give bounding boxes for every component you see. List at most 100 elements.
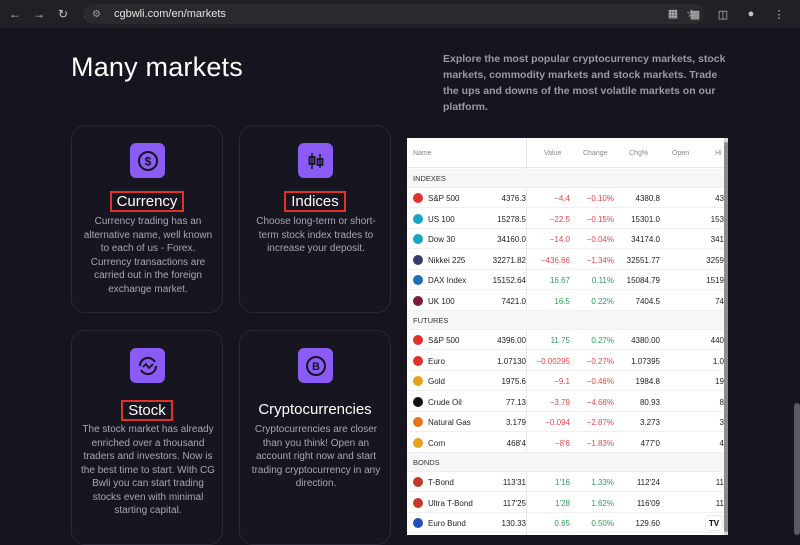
cell-change: 16.67 [549, 276, 570, 285]
cell-chgp: 0.27% [591, 336, 614, 345]
menu-icon[interactable]: ⋮ [773, 8, 785, 21]
cell-chgp: 0.22% [591, 296, 614, 306]
cell-change: −22.5 [549, 214, 570, 224]
cell-open: 32551.77 [626, 255, 660, 265]
cell-value: 1.07130 [497, 356, 526, 366]
instrument-logo-icon [413, 396, 423, 407]
cell-hi: 3259 [706, 255, 724, 265]
column-divider [526, 138, 527, 535]
cell-hi: 11 [715, 478, 724, 487]
section-header: FUTURES [407, 311, 728, 330]
instrument-logo-icon [413, 193, 423, 203]
back-icon[interactable]: ← [9, 7, 21, 21]
cell-chgp: −2.87% [586, 418, 614, 427]
intro-text: Explore the most popular cryptocurrency … [443, 53, 726, 113]
table-row[interactable]: Dow 30 34160.0 −14.0 −0.04% 34174.0 341 [407, 229, 728, 249]
col-value: Value [544, 150, 562, 157]
instrument-logo-icon [413, 437, 423, 448]
cell-open: 1984.8 [635, 377, 660, 386]
instrument-name: Euro Bund [428, 519, 466, 528]
cell-hi: 1.0 [712, 356, 724, 366]
table-scroll-thumb[interactable] [724, 142, 728, 532]
cell-hi: 3 [719, 418, 724, 427]
ticker-table[interactable]: Name Value Change Chg% Open Hi INDEXES S&… [407, 138, 728, 535]
card-description: Currency trading has an alternative name… [83, 216, 213, 295]
market-card-indices[interactable]: Indices Choose long-term or short-term s… [239, 125, 391, 313]
table-row[interactable]: Corn 468'4 −8'6 −1.83% 477'0 4 [407, 433, 728, 453]
cell-hi: 43 [715, 194, 724, 203]
instrument-name: Natural Gas [428, 418, 471, 427]
chart-cycle-icon [130, 348, 165, 383]
page-scroll-thumb[interactable] [794, 403, 800, 535]
instrument-logo-icon [413, 275, 423, 285]
table-row[interactable]: Natural Gas 3.179 −0.094 −2.87% 3.273 3 [407, 412, 728, 432]
col-change: Change [583, 150, 608, 157]
cell-change: −4.4 [554, 194, 570, 203]
instrument-logo-icon [413, 518, 423, 528]
instrument-logo-icon [413, 234, 423, 244]
card-title: Currency [109, 191, 185, 212]
market-card-currency[interactable]: $ Currency Currency trading has an alter… [71, 125, 223, 313]
bitcoin-coin-icon: B [298, 348, 333, 383]
col-open: Open [672, 150, 690, 157]
site-info-icon[interactable]: ⚙ [92, 8, 101, 20]
table-scrollbar[interactable] [724, 138, 728, 535]
market-card-stock[interactable]: Stock The stock market has already enric… [71, 330, 223, 545]
instrument-name: DAX Index [428, 276, 467, 285]
cell-change: −9.1 [554, 377, 570, 386]
forward-icon[interactable]: → [33, 7, 45, 21]
instrument-logo-icon [413, 355, 423, 366]
card-title: Stock [121, 400, 173, 421]
table-row[interactable]: US 100 15278.5 −22.5 −0.15% 15301.0 153 [407, 209, 728, 229]
extensions-icon[interactable]: ▩ [689, 8, 701, 21]
instrument-logo-icon [413, 213, 423, 224]
instrument-logo-icon [413, 477, 423, 487]
page-scrollbar[interactable] [792, 28, 800, 535]
table-row[interactable]: T-Bond 113'31 1'16 1.33% 112'24 11 [407, 472, 728, 492]
cell-value: 15152.64 [492, 276, 526, 285]
table-row[interactable]: Euro Bund 130.33 0.65 0.50% 129.60 [407, 513, 728, 533]
cell-hi: 440 [710, 336, 724, 345]
card-title: Cryptocurrencies [258, 401, 372, 418]
instrument-name: UK 100 [428, 296, 455, 306]
table-row[interactable]: Crude Oil 77.13 −3.79 −4.68% 80.93 8 [407, 392, 728, 412]
instrument-name: Nikkei 225 [428, 255, 466, 265]
reload-icon[interactable]: ↻ [57, 7, 69, 21]
market-card-crypto[interactable]: B Cryptocurrencies Cryptocurrencies are … [239, 330, 391, 545]
table-row[interactable]: Euro 1.07130 −0.00295 −0.27% 1.07395 1.0 [407, 351, 728, 371]
browser-toolbar: ← → ↻ ⌂ ⚙ cgbwli.com/en/markets ▦ ☆ ▩ ◫ … [0, 0, 800, 28]
cell-hi: 11 [715, 498, 724, 508]
table-row[interactable]: UK 100 7421.0 16.5 0.22% 7404.5 74 [407, 291, 728, 311]
table-row[interactable]: S&P 500 4396.00 11.75 0.27% 4380.00 440 [407, 330, 728, 350]
cell-chgp: −0.46% [586, 377, 614, 386]
profile-icon[interactable]: ● [747, 8, 755, 20]
instrument-logo-icon [413, 295, 423, 306]
cell-chgp: 1.33% [591, 478, 614, 487]
url-text: cgbwli.com/en/markets [114, 8, 226, 20]
cell-change: −436.66 [540, 255, 570, 265]
cell-chgp: 1.62% [591, 498, 614, 508]
table-row[interactable]: S&P 500 4376.3 −4.4 −0.10% 4380.8 43 [407, 188, 728, 208]
cell-open: 1.07395 [631, 356, 660, 366]
dollar-coin-icon: $ [130, 143, 165, 178]
cell-chgp: −0.15% [586, 214, 614, 224]
instrument-name: Dow 30 [428, 235, 456, 244]
translate-icon[interactable]: ▦ [667, 8, 679, 20]
table-row[interactable]: Gold 1975.6 −9.1 −0.46% 1984.8 19 [407, 371, 728, 391]
tradingview-logo-icon[interactable]: TV [706, 516, 722, 530]
table-row[interactable]: Ultra T-Bond 117'25 1'28 1.62% 116'09 11 [407, 493, 728, 513]
table-row[interactable]: DAX Index 15152.64 16.67 0.11% 15084.79 1519 [407, 270, 728, 290]
star-icon[interactable]: ☆ [686, 8, 696, 20]
cell-value: 468'4 [506, 438, 526, 448]
cell-value: 3.179 [505, 418, 526, 427]
cell-value: 4396.00 [497, 336, 526, 345]
sidebar-icon[interactable]: ◫ [717, 8, 729, 21]
table-row[interactable]: Nikkei 225 32271.82 −436.66 −1.34% 32551.77 3… [407, 250, 728, 270]
cell-change: −14.0 [549, 235, 570, 244]
cell-open: 15301.0 [631, 214, 660, 224]
cell-value: 130.33 [501, 519, 526, 528]
cell-value: 15278.5 [497, 214, 526, 224]
instrument-name: Gold [428, 377, 445, 386]
address-bar[interactable]: ⚙ cgbwli.com/en/markets ▦ ☆ [84, 4, 704, 24]
cell-change: 1'16 [555, 478, 570, 487]
